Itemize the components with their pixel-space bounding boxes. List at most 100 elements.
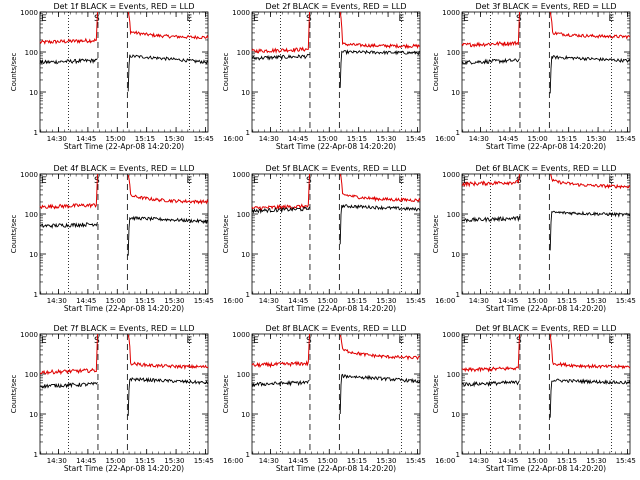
series-lld-line bbox=[251, 11, 421, 54]
x-tick-label: 16:00 bbox=[435, 457, 455, 465]
x-tick-label: 14:45 bbox=[288, 297, 308, 305]
series-events-line bbox=[461, 210, 631, 251]
x-axis-label: Start Time (22-Apr-08 14:20:20) bbox=[486, 142, 606, 151]
y-tick-label: 100 bbox=[447, 371, 460, 379]
chart-title: Det 8f BLACK = Events, RED = LLD bbox=[265, 324, 406, 333]
y-tick-label: 10 bbox=[29, 251, 38, 259]
x-tick-label: 14:30 bbox=[47, 297, 67, 305]
x-tick-label: 15:30 bbox=[376, 135, 396, 143]
y-tick-label: 1 bbox=[246, 451, 250, 459]
y-tick-label: 100 bbox=[25, 49, 38, 57]
x-tick-label: 15:00 bbox=[106, 457, 126, 465]
x-tick-label: 15:45 bbox=[194, 297, 214, 305]
series-events-line bbox=[39, 54, 209, 92]
marker-e: E bbox=[463, 176, 469, 186]
x-tick-label: 15:15 bbox=[557, 457, 577, 465]
x-tick-label: 15:00 bbox=[528, 297, 548, 305]
y-tick-label: 1 bbox=[246, 291, 250, 299]
x-tick-label: 15:15 bbox=[135, 135, 155, 143]
x-tick-label: 14:45 bbox=[76, 135, 96, 143]
series-events-line bbox=[251, 373, 421, 415]
x-tick-label: 14:30 bbox=[259, 135, 279, 143]
chart-panel-2: Det 2f BLACK = Events, RED = LLD 1 10 100 10… bbox=[222, 2, 455, 151]
chart-title: Det 7f BLACK = Events, RED = LLD bbox=[53, 324, 194, 333]
x-tick-label: 15:00 bbox=[106, 135, 126, 143]
marker-e: E bbox=[41, 176, 47, 186]
y-tick-label: 1000 bbox=[232, 9, 250, 17]
x-tick-label: 15:15 bbox=[557, 297, 577, 305]
plot-frame bbox=[39, 173, 209, 295]
x-tick-label: 14:45 bbox=[498, 457, 518, 465]
chart-panel-7: Det 7f BLACK = Events, RED = LLD 1 10 100 10… bbox=[10, 324, 243, 473]
plot-frame bbox=[39, 333, 209, 455]
y-tick-label: 10 bbox=[451, 89, 460, 97]
x-tick-label: 15:45 bbox=[616, 297, 636, 305]
chart-title: Det 1f BLACK = Events, RED = LLD bbox=[53, 2, 194, 11]
chart-panel-8: Det 8f BLACK = Events, RED = LLD 1 10 100 10… bbox=[222, 324, 455, 473]
y-axis-label: Counts/sec bbox=[10, 215, 18, 254]
x-tick-label: 15:30 bbox=[586, 297, 606, 305]
y-tick-label: 100 bbox=[25, 211, 38, 219]
x-tick-label: 16:00 bbox=[223, 135, 243, 143]
marker-e: E bbox=[41, 336, 47, 346]
series-lld-line bbox=[39, 11, 209, 45]
series-events-line bbox=[461, 378, 631, 418]
y-axis-label: Counts/sec bbox=[222, 215, 230, 254]
x-tick-label: 14:30 bbox=[469, 457, 489, 465]
x-tick-label: 15:30 bbox=[164, 457, 184, 465]
series-events-line bbox=[39, 215, 209, 256]
series-lld-line bbox=[39, 333, 209, 376]
y-axis-label: Counts/sec bbox=[222, 375, 230, 414]
x-tick-label: 16:00 bbox=[223, 297, 243, 305]
y-tick-label: 10 bbox=[29, 89, 38, 97]
plot-frame bbox=[39, 11, 209, 133]
x-axis-label: Start Time (22-Apr-08 14:20:20) bbox=[64, 142, 184, 151]
x-tick-label: 15:30 bbox=[164, 135, 184, 143]
x-tick-label: 14:30 bbox=[47, 457, 67, 465]
x-tick-label: 15:00 bbox=[318, 135, 338, 143]
chart-title: Det 2f BLACK = Events, RED = LLD bbox=[265, 2, 406, 11]
x-tick-label: 15:45 bbox=[616, 457, 636, 465]
y-tick-label: 10 bbox=[451, 251, 460, 259]
chart-panel-3: Det 3f BLACK = Events, RED = LLD 1 10 100 10… bbox=[432, 2, 636, 151]
chart-title: Det 9f BLACK = Events, RED = LLD bbox=[475, 324, 616, 333]
x-tick-label: 14:45 bbox=[498, 135, 518, 143]
plot-frame bbox=[251, 11, 421, 133]
x-tick-label: 15:15 bbox=[135, 457, 155, 465]
chart-title: Det 6f BLACK = Events, RED = LLD bbox=[475, 164, 616, 173]
x-axis-label: Start Time (22-Apr-08 14:20:20) bbox=[276, 304, 396, 313]
x-axis-label: Start Time (22-Apr-08 14:20:20) bbox=[486, 304, 606, 313]
x-tick-label: 15:45 bbox=[616, 135, 636, 143]
x-tick-label: 15:30 bbox=[586, 135, 606, 143]
marker-e: E bbox=[609, 336, 615, 346]
x-tick-label: 14:45 bbox=[288, 457, 308, 465]
y-tick-label: 1000 bbox=[442, 9, 460, 17]
series-lld-line bbox=[461, 173, 631, 190]
y-tick-label: 1 bbox=[34, 291, 38, 299]
y-tick-label: 100 bbox=[237, 371, 250, 379]
y-tick-label: 100 bbox=[237, 211, 250, 219]
marker-e: E bbox=[609, 176, 615, 186]
x-tick-label: 16:00 bbox=[223, 457, 243, 465]
x-tick-label: 14:45 bbox=[76, 297, 96, 305]
y-tick-label: 1000 bbox=[20, 9, 38, 17]
marker-e: E bbox=[399, 336, 405, 346]
marker-e: E bbox=[253, 176, 259, 186]
y-axis-label: Counts/sec bbox=[432, 375, 440, 414]
plot-frame bbox=[461, 173, 631, 295]
y-tick-label: 100 bbox=[447, 211, 460, 219]
y-tick-label: 100 bbox=[237, 49, 250, 57]
marker-e: E bbox=[399, 176, 405, 186]
plot-frame bbox=[251, 333, 421, 455]
x-tick-label: 15:30 bbox=[376, 457, 396, 465]
marker-e: E bbox=[187, 176, 193, 186]
x-axis-label: Start Time (22-Apr-08 14:20:20) bbox=[276, 464, 396, 473]
plot-frame bbox=[461, 333, 631, 455]
y-tick-label: 100 bbox=[25, 371, 38, 379]
series-events-line bbox=[251, 49, 421, 88]
plot-frame bbox=[461, 11, 631, 133]
series-lld-line bbox=[39, 173, 209, 210]
x-axis-label: Start Time (22-Apr-08 14:20:20) bbox=[276, 142, 396, 151]
y-axis-label: Counts/sec bbox=[432, 215, 440, 254]
marker-e: E bbox=[253, 336, 259, 346]
